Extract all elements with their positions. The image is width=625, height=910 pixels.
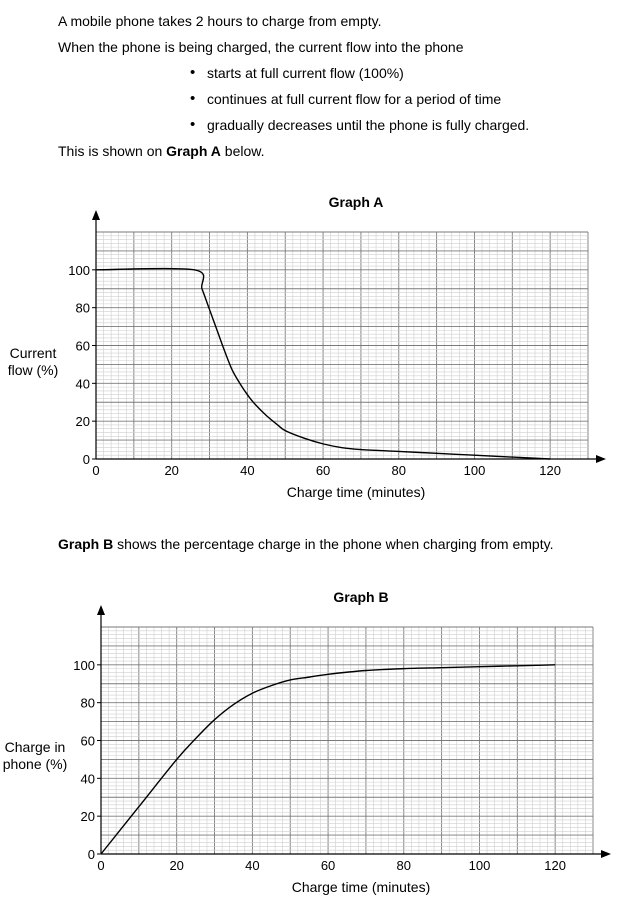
x-tick-label: 20 [169,858,183,873]
x-tick-label: 120 [539,463,561,478]
bullet-item: continues at full current flow for a per… [132,86,529,112]
y-tick-label: 20 [81,809,95,824]
y-axis-arrow [97,605,105,615]
x-axis-label: Charge time (minutes) [287,484,426,500]
intro-line-2: When the phone is being charged, the cur… [58,39,464,55]
graph-b-intro: Graph B shows the percentage charge in t… [58,533,553,555]
y-axis-label: phone (%) [3,756,68,772]
shown-post: below. [220,143,265,159]
x-tick-label: 60 [316,463,330,478]
x-axis-arrow [601,850,611,858]
series-line [100,664,556,855]
intro-line-1: A mobile phone takes 2 hours to charge f… [58,13,382,29]
y-tick-label: 20 [76,414,90,429]
graph-b-ref: Graph B [58,536,114,552]
x-axis-label: Charge time (minutes) [292,879,431,895]
y-tick-label: 0 [88,847,95,862]
grid [100,626,594,855]
x-tick-label: 60 [321,858,335,873]
x-tick-label: 0 [97,858,104,873]
question-text: A mobile phone takes 2 hours to charge f… [58,8,529,164]
y-axis-label: Charge in [5,739,66,755]
chart-title: Graph A [329,194,384,210]
y-tick-label: 40 [81,771,95,786]
y-tick-label: 0 [83,452,90,467]
y-tick-label: 80 [76,301,90,316]
shown-line: This is shown on Graph A below. [58,138,529,164]
y-axis-arrow [92,210,100,220]
x-tick-label: 120 [544,858,566,873]
x-axis-arrow [596,455,606,463]
x-tick-label: 100 [469,858,491,873]
bullet-item: gradually decreases until the phone is f… [132,112,529,138]
series-line [95,267,551,460]
graph-b-intro-text: shows the percentage charge in the phone… [113,536,554,552]
bullet-item: starts at full current flow (100%) [132,60,529,86]
graph-a-chart: 0 20 40 60 80 100 120 0 20 40 60 80 100 Graph A Charge… [8,194,606,500]
y-axis-label: flow (%) [8,362,59,378]
x-tick-label: 20 [164,463,178,478]
graph-b-chart: 0 20 40 60 80 100 120 0 20 40 60 80 100 Graph B Charge… [3,589,611,895]
x-tick-label: 80 [397,858,411,873]
y-tick-label: 40 [76,376,90,391]
x-tick-label: 80 [392,463,406,478]
shown-pre: This is shown on [58,143,167,159]
y-tick-label: 100 [68,263,90,278]
bullet-list: starts at full current flow (100%) conti… [58,60,529,138]
graph-a-ref: Graph A [166,143,221,159]
y-tick-label: 60 [81,734,95,749]
grid [95,231,589,460]
x-tick-label: 40 [245,858,259,873]
chart-title: Graph B [333,589,388,605]
y-tick-label: 80 [81,696,95,711]
x-tick-label: 40 [240,463,254,478]
y-tick-label: 60 [76,339,90,354]
y-axis-label: Current [10,345,57,361]
y-tick-label: 100 [73,658,95,673]
x-tick-label: 0 [92,463,99,478]
x-tick-label: 100 [464,463,486,478]
